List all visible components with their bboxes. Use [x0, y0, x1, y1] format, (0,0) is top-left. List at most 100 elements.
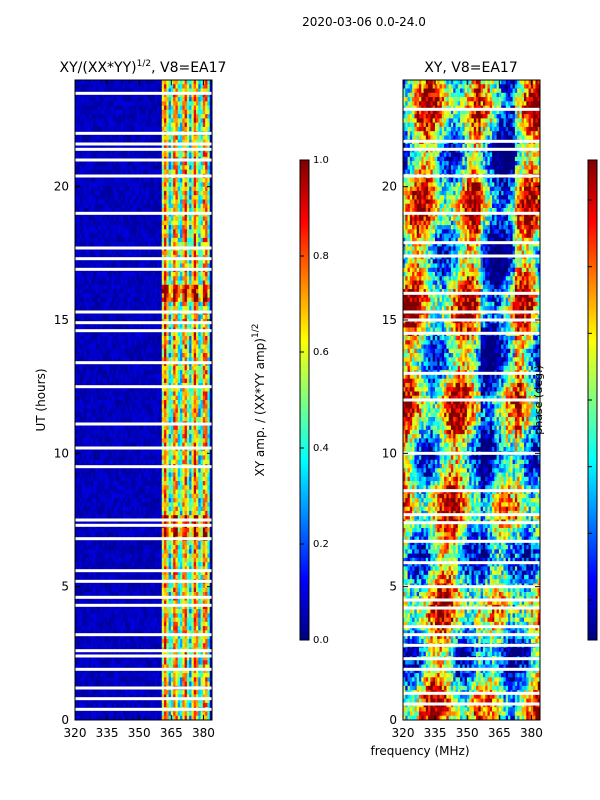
flagged-row — [403, 606, 540, 610]
flagged-row — [75, 667, 212, 671]
flagged-row — [403, 147, 540, 151]
y-tick-label: 15 — [382, 313, 397, 327]
flagged-row — [75, 147, 212, 151]
flagged-row — [75, 329, 212, 333]
flagged-row — [75, 158, 212, 162]
amp-plot-frame — [74, 79, 213, 721]
colorbar-tick-label: 1.0 — [313, 155, 329, 166]
flagged-row — [75, 649, 212, 653]
flagged-row — [75, 697, 212, 701]
flagged-row — [75, 246, 212, 250]
x-tick-label: 335 — [424, 726, 447, 740]
flagged-row — [403, 585, 540, 589]
flagged-row — [75, 310, 212, 314]
flagged-row — [403, 625, 540, 629]
phase-x-axis: 320 335 350 365 380 — [392, 80, 543, 740]
y-tick-label: 15 — [54, 313, 69, 327]
flagged-row — [403, 489, 540, 493]
x-tick-label: 380 — [192, 726, 215, 740]
flagged-row — [75, 654, 212, 658]
colorbar-tick-label: 0.8 — [313, 251, 329, 262]
amp-colorbar-gradient — [299, 159, 310, 641]
phase-xlabel: frequency (MHz) — [370, 744, 469, 758]
flagged-row — [75, 603, 212, 607]
y-tick-label: 0 — [61, 713, 69, 727]
phase-colorbar-ticks: 150100500−50−100−150 — [588, 199, 592, 601]
phase-colorbar-label: phase (deg.) — [532, 365, 545, 435]
y-tick-label: 20 — [382, 180, 397, 194]
phase-plot-frame — [402, 79, 541, 721]
flagged-row — [75, 174, 212, 178]
colorbar-tick-label: 0.2 — [313, 539, 329, 550]
flagged-row — [403, 398, 540, 402]
flagged-row — [403, 633, 540, 637]
phase-panel: XY, V8=EA17 320 335 350 365 380 0 5 10 15 20 fre… — [370, 60, 545, 758]
flagged-row — [403, 691, 540, 695]
flagged-row — [75, 267, 212, 271]
flagged-row — [75, 257, 212, 261]
flagged-row — [403, 107, 540, 111]
flagged-row — [75, 465, 212, 469]
amp-colorbar-ticks: 0.0 0.2 0.4 0.6 0.8 1.0 — [300, 155, 329, 646]
y-tick-label: 10 — [54, 446, 69, 460]
flagged-row — [403, 539, 540, 543]
flagged-row — [75, 91, 212, 95]
flagged-row — [403, 331, 540, 335]
flagged-row — [75, 211, 212, 215]
phase-title: XY, V8=EA17 — [424, 60, 518, 76]
flagged-row — [403, 318, 540, 322]
flagged-row — [75, 422, 212, 426]
y-tick-label: 10 — [382, 446, 397, 460]
flagged-row — [75, 633, 212, 637]
figure-suptitle: 2020-03-06 0.0-24.0 — [302, 15, 426, 29]
amp-x-axis: 320 335 350 365 380 — [64, 80, 215, 740]
amplitude-panel: XY/(XX*YY)1/2, V8=EA17 320 335 350 365 380 0… — [34, 59, 226, 740]
flagged-row — [75, 686, 212, 690]
colorbar-tick-label: 0.4 — [313, 443, 329, 454]
flagged-row — [403, 667, 540, 671]
flagged-row — [75, 579, 212, 583]
flagged-row — [403, 254, 540, 258]
flagged-row — [403, 561, 540, 565]
flagged-row — [403, 371, 540, 375]
flagged-row — [75, 595, 212, 599]
x-tick-label: 380 — [520, 726, 543, 740]
flagged-row — [403, 643, 540, 647]
x-tick-label: 365 — [160, 726, 183, 740]
flagged-row — [75, 569, 212, 573]
x-tick-label: 335 — [96, 726, 119, 740]
y-tick-label: 0 — [389, 713, 397, 727]
y-tick-label: 5 — [389, 580, 397, 594]
flagged-row — [75, 385, 212, 389]
flagged-row — [403, 657, 540, 661]
flagged-row — [403, 139, 540, 143]
flagged-row — [403, 241, 540, 245]
x-tick-label: 365 — [488, 726, 511, 740]
amp-colorbar-label: XY amp. / (XX*YY amp)1/2 — [251, 324, 267, 477]
flagged-row — [75, 446, 212, 450]
flagged-row — [403, 291, 540, 295]
flagged-row — [75, 523, 212, 527]
flagged-row — [75, 131, 212, 135]
colorbar-tick-label: 0.6 — [313, 347, 329, 358]
flagged-row — [403, 702, 540, 706]
phase-colorbar: 150100500−50−100−150 — [587, 159, 598, 641]
x-tick-label: 320 — [64, 726, 87, 740]
amp-ylabel: UT (hours) — [34, 368, 48, 431]
x-tick-label: 320 — [392, 726, 415, 740]
flagged-row — [75, 361, 212, 365]
amp-heatmap — [75, 80, 213, 721]
colorbar-tick-label: 0.0 — [313, 635, 329, 646]
flagged-row — [75, 707, 212, 711]
flagged-row — [403, 521, 540, 525]
x-tick-label: 350 — [128, 726, 151, 740]
flagged-row — [403, 310, 540, 314]
flagged-row — [75, 537, 212, 541]
flagged-row — [75, 518, 212, 522]
flagged-row — [75, 142, 212, 146]
flagged-row — [75, 321, 212, 325]
y-tick-label: 5 — [61, 580, 69, 594]
amp-colorbar: 0.0 0.2 0.4 0.6 0.8 1.0 XY amp. / (XX*YY amp)… — [251, 155, 329, 646]
flagged-row — [403, 513, 540, 517]
